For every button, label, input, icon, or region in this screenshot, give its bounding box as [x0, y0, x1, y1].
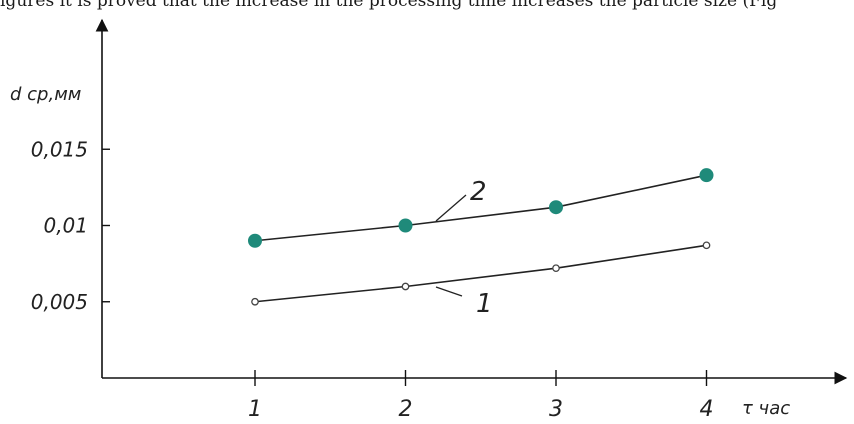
- series-2-point: [398, 218, 413, 233]
- figure-caption-text: igures it is proved that the increase in…: [0, 0, 778, 11]
- x-tick-label: 2: [399, 397, 413, 422]
- series-1-point: [552, 264, 560, 273]
- series-1-point: [401, 282, 410, 291]
- x-tick-label: 4: [700, 397, 714, 422]
- series-2-leader: [435, 194, 467, 222]
- x-tick-label: 1: [248, 397, 262, 422]
- x-tick-label: 3: [549, 397, 563, 422]
- series-2-point: [549, 200, 563, 215]
- series-line-2: [254, 174, 707, 242]
- series-1-point: [702, 241, 711, 250]
- series-line-1: [254, 244, 707, 303]
- series-2-point: [699, 168, 714, 183]
- series-1-label: 1: [476, 289, 493, 319]
- y-axis-label: d ср,мм: [10, 84, 81, 105]
- series-1-leader: [435, 286, 463, 297]
- series-2-label: 2: [470, 177, 487, 207]
- series-1-point: [251, 297, 259, 306]
- y-tick-label: 0,005: [31, 290, 88, 314]
- y-tick-label: 0,015: [31, 137, 88, 161]
- x-axis-label: τ час: [742, 398, 790, 419]
- y-tick-label: 0,01: [43, 214, 88, 238]
- series-2-point: [248, 233, 262, 248]
